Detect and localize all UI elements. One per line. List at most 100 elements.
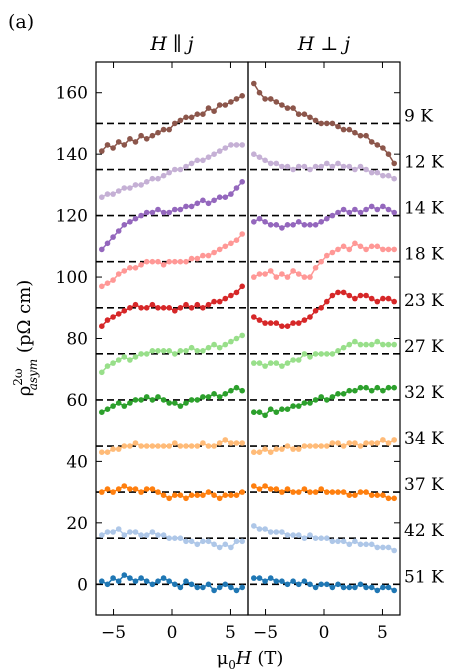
point-1-parallel-21 — [216, 544, 223, 551]
point-8-perpendicular-3 — [267, 222, 274, 228]
point-2-perpendicular-17 — [346, 492, 353, 499]
point-3-perpendicular-6 — [284, 443, 291, 449]
point-5-parallel-24 — [233, 335, 240, 342]
point-2-parallel-24 — [233, 492, 240, 499]
point-0-parallel-0 — [99, 578, 105, 584]
point-5-parallel-4 — [121, 354, 128, 360]
point-0-parallel-10 — [155, 578, 161, 584]
point-6-parallel-5 — [127, 305, 133, 311]
point-10-perpendicular-13 — [324, 120, 330, 127]
point-10-perpendicular-7 — [290, 105, 296, 111]
x-tick-label-1-1: 0 — [319, 623, 330, 643]
temperature-label-1: 42 K — [404, 521, 444, 541]
temperature-label-2: 37 K — [404, 475, 444, 495]
point-9-perpendicular-25 — [391, 175, 398, 182]
y-tick-label-6: 120 — [56, 207, 88, 227]
point-3-parallel-16 — [188, 443, 195, 449]
point-1-perpendicular-14 — [329, 538, 336, 545]
point-4-perpendicular-13 — [324, 397, 330, 403]
point-7-perpendicular-7 — [290, 268, 296, 274]
point-9-perpendicular-8 — [295, 163, 302, 170]
point-6-parallel-8 — [143, 305, 150, 311]
point-1-parallel-18 — [200, 538, 206, 545]
point-0-perpendicular-0 — [251, 575, 257, 581]
point-5-perpendicular-8 — [295, 357, 302, 363]
point-6-parallel-21 — [216, 298, 223, 305]
point-1-perpendicular-3 — [267, 529, 274, 535]
point-5-perpendicular-2 — [262, 363, 268, 369]
point-4-perpendicular-3 — [267, 406, 274, 413]
point-7-parallel-3 — [115, 271, 122, 277]
series-line-7-parallel — [101, 233, 243, 287]
point-4-perpendicular-18 — [352, 387, 358, 394]
y-tick-label-8: 160 — [56, 84, 88, 104]
point-7-parallel-17 — [194, 255, 201, 262]
point-3-perpendicular-20 — [363, 440, 369, 446]
point-9-perpendicular-6 — [284, 163, 291, 170]
point-10-perpendicular-19 — [357, 132, 364, 139]
point-9-perpendicular-18 — [352, 166, 358, 173]
point-1-perpendicular-1 — [256, 526, 263, 532]
point-8-parallel-2 — [110, 234, 116, 240]
point-7-parallel-21 — [216, 246, 223, 253]
point-2-parallel-4 — [121, 483, 128, 489]
point-0-parallel-14 — [177, 584, 184, 591]
point-10-perpendicular-11 — [312, 117, 319, 124]
point-5-parallel-12 — [166, 348, 172, 354]
point-3-perpendicular-2 — [262, 446, 268, 452]
point-7-parallel-14 — [177, 258, 184, 265]
point-6-perpendicular-16 — [340, 289, 347, 296]
point-2-perpendicular-20 — [363, 489, 369, 495]
point-2-perpendicular-9 — [301, 486, 308, 492]
point-2-parallel-13 — [172, 492, 178, 499]
point-9-perpendicular-5 — [279, 163, 285, 170]
point-3-parallel-1 — [104, 449, 111, 456]
point-6-perpendicular-12 — [318, 305, 325, 311]
point-7-perpendicular-19 — [357, 243, 364, 250]
point-10-parallel-1 — [104, 142, 111, 148]
point-3-perpendicular-19 — [357, 443, 364, 449]
point-0-perpendicular-11 — [312, 584, 319, 591]
point-9-parallel-13 — [172, 166, 178, 173]
point-6-parallel-20 — [211, 298, 217, 305]
point-2-perpendicular-22 — [374, 492, 381, 499]
point-2-perpendicular-0 — [251, 483, 257, 489]
point-4-perpendicular-1 — [256, 409, 263, 416]
point-1-perpendicular-23 — [380, 544, 386, 551]
point-7-parallel-25 — [239, 231, 245, 237]
point-3-perpendicular-9 — [301, 443, 308, 449]
point-8-parallel-11 — [160, 209, 167, 216]
point-7-perpendicular-0 — [251, 274, 257, 280]
point-0-perpendicular-6 — [284, 581, 291, 588]
point-6-parallel-22 — [222, 295, 229, 302]
y-tick-label-7: 140 — [56, 145, 88, 165]
left-plot-frame — [95, 61, 249, 616]
point-2-parallel-20 — [211, 492, 217, 499]
temperature-label-8: 14 K — [404, 199, 444, 219]
point-4-perpendicular-17 — [346, 387, 353, 394]
point-3-perpendicular-22 — [374, 440, 381, 446]
point-7-perpendicular-1 — [256, 271, 263, 277]
point-3-perpendicular-18 — [352, 440, 358, 446]
point-5-parallel-18 — [200, 348, 206, 354]
point-9-perpendicular-11 — [312, 163, 319, 170]
point-4-perpendicular-2 — [262, 412, 268, 419]
point-3-perpendicular-1 — [256, 449, 263, 456]
temperature-label-0: 51 K — [404, 567, 444, 587]
point-8-perpendicular-21 — [368, 203, 375, 210]
point-3-parallel-17 — [194, 443, 201, 449]
point-3-perpendicular-24 — [385, 440, 392, 446]
point-6-perpendicular-11 — [312, 308, 319, 314]
point-8-parallel-1 — [104, 240, 111, 247]
point-5-parallel-1 — [104, 363, 111, 369]
series-line-6-parallel — [101, 285, 243, 327]
point-9-parallel-2 — [110, 191, 116, 197]
point-2-parallel-16 — [188, 492, 195, 499]
y-axis-symbol: ρ — [14, 386, 35, 397]
point-0-parallel-8 — [143, 578, 150, 584]
point-8-parallel-7 — [138, 212, 144, 219]
point-1-perpendicular-2 — [262, 526, 268, 532]
point-0-perpendicular-7 — [290, 578, 296, 584]
point-9-perpendicular-14 — [329, 163, 336, 170]
point-1-parallel-7 — [138, 532, 144, 538]
